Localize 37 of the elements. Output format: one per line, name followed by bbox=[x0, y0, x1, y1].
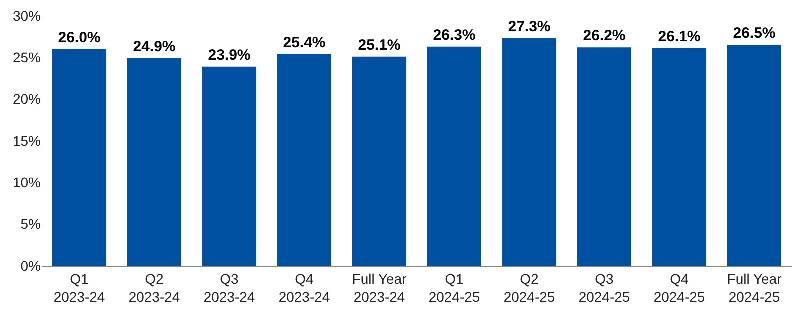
data-label: 25.4% bbox=[283, 34, 326, 52]
bar bbox=[278, 54, 332, 266]
y-tick-label: 15% bbox=[12, 132, 41, 149]
data-label: 24.9% bbox=[133, 38, 176, 56]
data-label: 27.3% bbox=[508, 18, 551, 36]
bar bbox=[128, 58, 182, 266]
data-label: 25.1% bbox=[358, 36, 401, 54]
bar bbox=[728, 45, 782, 266]
data-label: 26.2% bbox=[583, 28, 626, 45]
bar bbox=[502, 38, 556, 266]
y-tick-label: 20% bbox=[12, 91, 41, 108]
bar bbox=[52, 49, 106, 266]
data-label: 26.0% bbox=[58, 29, 101, 46]
x-tick-label: Q3 2023-24 bbox=[204, 270, 256, 305]
bar bbox=[578, 48, 632, 266]
x-tick-label: Q1 2023-24 bbox=[54, 270, 106, 305]
bar bbox=[428, 46, 482, 266]
x-tick-label: Q1 2024-25 bbox=[428, 270, 480, 305]
x-tick-label: Full Year 2023-24 bbox=[352, 270, 408, 305]
bar bbox=[202, 66, 256, 266]
bar bbox=[352, 56, 406, 266]
x-tick-label: Q2 2023-24 bbox=[128, 270, 180, 305]
bar bbox=[652, 48, 706, 266]
x-tick-label: Full Year 2024-25 bbox=[727, 270, 782, 305]
data-label: 26.5% bbox=[733, 25, 776, 42]
x-tick-label: Q3 2024-25 bbox=[578, 270, 630, 305]
data-label: 23.9% bbox=[208, 46, 251, 64]
y-tick-label: 25% bbox=[12, 50, 41, 66]
y-tick-label: 30% bbox=[12, 8, 41, 24]
data-label: 26.1% bbox=[658, 28, 701, 46]
x-tick-label: Q4 2024-25 bbox=[654, 270, 706, 305]
data-label: 26.3% bbox=[433, 26, 476, 44]
y-tick-label: 0% bbox=[20, 258, 41, 274]
x-tick-label: Q2 2024-25 bbox=[504, 270, 556, 305]
x-tick-label: Q4 2023-24 bbox=[278, 270, 330, 305]
y-tick-label: 5% bbox=[20, 216, 41, 232]
y-tick-label: 10% bbox=[12, 174, 41, 191]
